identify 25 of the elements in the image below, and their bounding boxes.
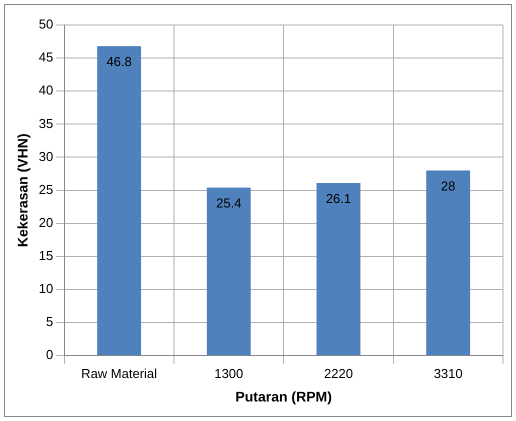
y-tick-label: 30 <box>38 148 54 164</box>
y-tick-label: 20 <box>38 214 54 230</box>
bar <box>426 170 470 356</box>
y-tick-label: 50 <box>38 16 54 32</box>
data-label: 26.1 <box>326 191 352 206</box>
y-tick-label: 45 <box>38 50 54 65</box>
x-tick-label: 3310 <box>434 366 463 381</box>
y-tick-label: 25 <box>38 182 54 197</box>
bar <box>97 46 142 356</box>
bar <box>316 183 360 356</box>
data-label: 25.4 <box>216 196 242 211</box>
y-axis-title: Kekerasan (VHN) <box>14 133 30 248</box>
data-label: 28 <box>440 178 456 194</box>
y-tick-label: 15 <box>38 248 54 263</box>
bar <box>206 188 251 356</box>
data-label: 46.8 <box>106 54 132 70</box>
y-tick-label: 10 <box>38 281 54 296</box>
y-tick-label: 35 <box>38 116 54 131</box>
y-tick-label: 40 <box>38 82 54 98</box>
y-tick-label: 0 <box>46 347 54 362</box>
x-tick-label: 2220 <box>324 366 353 381</box>
y-tick-label: 5 <box>46 314 54 330</box>
x-tick-label: 1300 <box>214 366 244 381</box>
x-axis-title: Putaran (RPM) <box>235 388 332 404</box>
x-tick-label: Raw Material <box>81 366 158 381</box>
